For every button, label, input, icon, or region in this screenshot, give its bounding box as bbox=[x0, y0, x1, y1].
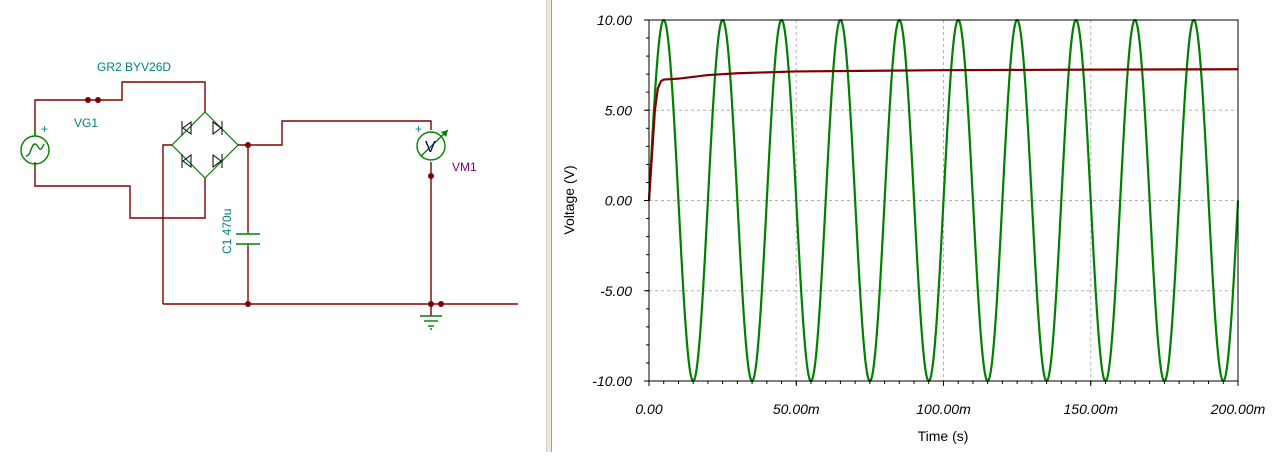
junction-dot bbox=[438, 301, 444, 307]
wire-source-bottom[interactable] bbox=[34, 162, 206, 219]
junctions bbox=[85, 97, 444, 307]
junction-dot bbox=[245, 142, 251, 148]
junction-dot bbox=[95, 97, 101, 103]
source-symbol bbox=[20, 135, 50, 165]
x-tick-label: 200.00m bbox=[1210, 401, 1266, 417]
bridge-rectifier-gr2[interactable] bbox=[171, 111, 239, 179]
sine-wave-icon bbox=[25, 143, 45, 157]
ground-icon[interactable] bbox=[420, 315, 442, 330]
voltage-source-vg1[interactable]: + bbox=[20, 122, 50, 170]
schematic-svg: + VG1 GR2 BYV26D C1 470u bbox=[20, 60, 518, 330]
y-tick-label: 10.00 bbox=[597, 12, 632, 28]
axes bbox=[644, 19, 1239, 386]
x-tick-label: 100.00m bbox=[916, 401, 971, 417]
graph-window[interactable]: 0.00 50.00m 100.00m 150.00m 200.00m 10.00 5.0… bbox=[552, 0, 1280, 452]
x-tick-labels: 0.00 50.00m 100.00m 150.00m 200.00m bbox=[635, 401, 1265, 417]
capacitor-c1[interactable] bbox=[236, 232, 260, 246]
wires bbox=[34, 81, 518, 316]
wire-source-top[interactable] bbox=[34, 81, 206, 135]
y-tick-label: 0.00 bbox=[605, 193, 632, 209]
pane-splitter[interactable] bbox=[546, 0, 552, 452]
diode-icon bbox=[181, 121, 223, 168]
series-line-output[interactable] bbox=[647, 68, 1239, 201]
y-axis-title: Voltage (V) bbox=[561, 165, 577, 234]
voltmeter-vm1[interactable]: V + bbox=[415, 122, 449, 161]
y-tick-label: -5.00 bbox=[600, 283, 632, 299]
y-tick-label: -10.00 bbox=[592, 373, 632, 389]
source-label: VG1 bbox=[74, 116, 98, 130]
schematic-canvas[interactable]: + VG1 GR2 BYV26D C1 470u bbox=[0, 0, 546, 452]
x-tick-label: 0.00 bbox=[635, 401, 662, 417]
x-tick-label: 50.00m bbox=[773, 401, 820, 417]
capacitor-label: C1 470u bbox=[220, 209, 234, 254]
junction-dot bbox=[428, 173, 434, 179]
junction-dot bbox=[85, 97, 91, 103]
x-axis-title: Time (s) bbox=[918, 428, 969, 444]
wire-bridge-right[interactable] bbox=[238, 120, 432, 146]
wire-bridge-left[interactable] bbox=[162, 144, 172, 304]
y-tick-label: 5.00 bbox=[605, 102, 632, 118]
y-tick-labels: 10.00 5.00 0.00 -5.00 -10.00 bbox=[592, 12, 632, 389]
plot-series bbox=[647, 18, 1240, 383]
bridge-label: GR2 BYV26D bbox=[97, 60, 171, 74]
voltage-time-chart[interactable]: 0.00 50.00m 100.00m 150.00m 200.00m 10.00 5.0… bbox=[552, 0, 1280, 452]
source-polarity: + bbox=[41, 122, 48, 136]
meter-polarity: + bbox=[415, 122, 422, 136]
x-tick-label: 150.00m bbox=[1064, 401, 1119, 417]
junction-dot bbox=[245, 301, 251, 307]
meter-label: VM1 bbox=[452, 160, 477, 174]
junction-dot bbox=[428, 301, 434, 307]
meter-symbol: V bbox=[425, 139, 436, 156]
plot-frame bbox=[648, 19, 1239, 382]
series-line-sine[interactable] bbox=[647, 18, 1240, 383]
